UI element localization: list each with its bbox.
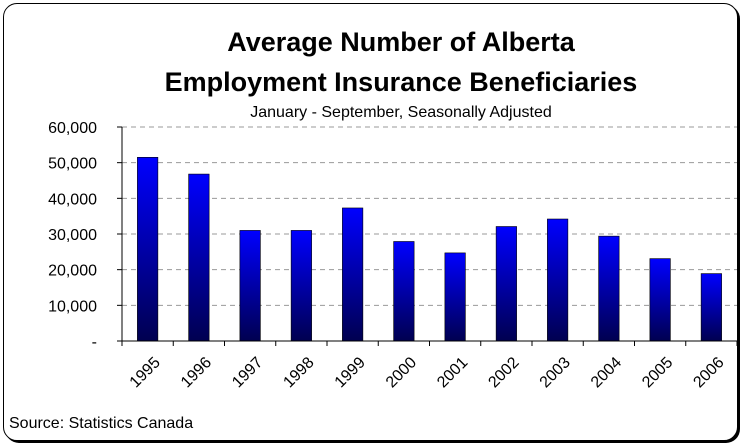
x-tick-label: 2003 (537, 354, 574, 391)
bar-2006 (700, 273, 722, 342)
x-tick-label: 1995 (127, 354, 164, 391)
chart-subtitle: January - September, Seasonally Adjusted (250, 104, 552, 121)
bar-2002 (495, 226, 517, 342)
y-tick-label: 10,000 (48, 298, 97, 315)
chart-title-line-1: Average Number of Alberta (227, 27, 576, 57)
bar-2000 (393, 241, 415, 342)
x-tick-label: 1996 (178, 354, 215, 391)
chart-frame (3, 3, 738, 441)
x-axis-ticks: 1995 1996 1997 1998 1999 2000 2001 2002 2003 2004… (121, 341, 738, 391)
bar-1997 (239, 230, 261, 342)
x-tick-label: 2000 (383, 354, 420, 391)
y-axis-ticks: - 10,000 20,000 30,000 40,000 50,000 60,000 (48, 120, 122, 351)
chart-title-line-2: Employment Insurance Beneficiaries (165, 67, 638, 97)
y-tick-label: - (92, 334, 97, 351)
bar-1999 (342, 207, 364, 342)
source-note: Source: Statistics Canada (9, 415, 193, 432)
x-tick-label: 1998 (280, 354, 317, 391)
y-tick-label: 50,000 (48, 156, 97, 173)
y-tick-label: 20,000 (48, 263, 97, 280)
bar-2005 (649, 258, 671, 342)
y-tick-label: 60,000 (48, 120, 97, 137)
x-tick-label: 2001 (434, 354, 471, 391)
bar-2003 (547, 218, 569, 342)
bar-1996 (188, 173, 210, 342)
x-tick-label: 1999 (332, 354, 369, 391)
x-tick-label: 2004 (588, 354, 625, 391)
bars (137, 157, 722, 342)
bar-2004 (598, 235, 620, 342)
x-tick-label: 2005 (639, 354, 676, 391)
gridlines (122, 126, 737, 306)
x-tick-label: 2002 (485, 354, 522, 391)
bar-2001 (444, 252, 466, 342)
bar-1995 (137, 157, 159, 342)
bar-1998 (290, 230, 312, 342)
y-tick-label: 40,000 (48, 191, 97, 208)
x-tick-label: 1997 (229, 354, 266, 391)
y-tick-label: 30,000 (48, 227, 97, 244)
x-tick-label: 2006 (690, 354, 727, 391)
